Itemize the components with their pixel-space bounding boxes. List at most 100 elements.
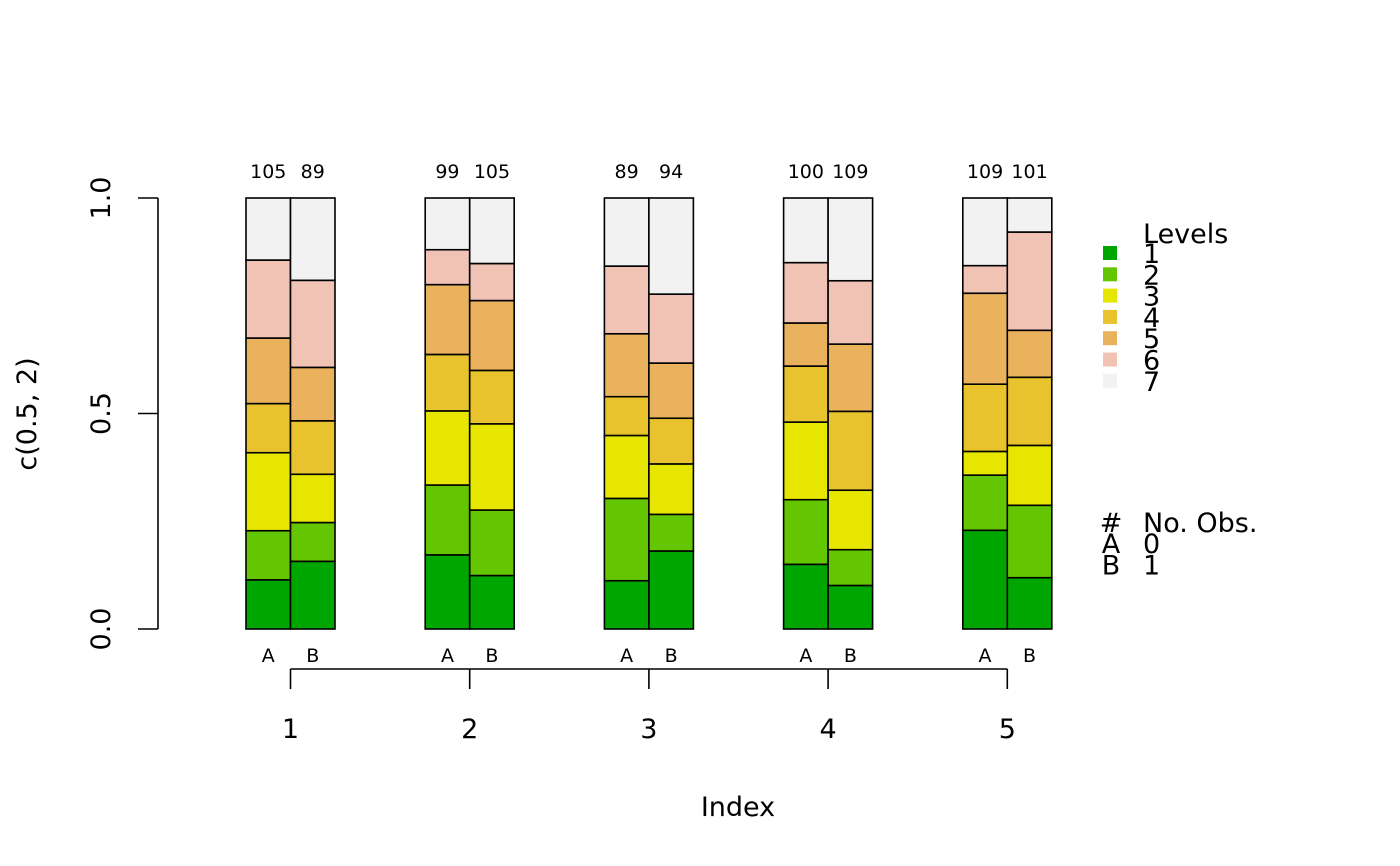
- bar-segment-1B-level-7: [289, 197, 336, 282]
- bar-segment-4B-level-2: [827, 548, 874, 587]
- bar-segment-5B-level-6: [1006, 231, 1053, 332]
- subgroup-label: B: [1023, 645, 1036, 667]
- legend-obs-symbol: #: [1100, 508, 1123, 539]
- bar-segment-1B-level-1: [289, 560, 336, 630]
- bar-segment-5B-level-3: [1006, 444, 1053, 507]
- legend-level-label: 4: [1143, 303, 1160, 334]
- bar-segment-2B-level-5: [468, 299, 516, 372]
- legend-level-label: 2: [1143, 260, 1160, 291]
- count-label: 99: [435, 161, 459, 183]
- bar-segment-5B-level-7: [1006, 197, 1053, 233]
- bar-segment-3B-level-4: [648, 417, 695, 465]
- bar-segment-2A-level-4: [424, 353, 471, 412]
- legend-swatch-level-3: [1103, 288, 1117, 303]
- count-label: 94: [659, 161, 683, 183]
- legend-level-label: 3: [1143, 282, 1160, 313]
- bar-segment-3A-level-5: [603, 332, 650, 398]
- bar-segment-1B-level-2: [289, 521, 336, 563]
- bar-segment-5A-level-6: [961, 264, 1009, 295]
- bar-segment-5A-level-1: [961, 529, 1009, 630]
- legend-obs-title: No. Obs.: [1143, 508, 1257, 539]
- count-label: 89: [301, 161, 325, 183]
- bar-segment-4B-level-1: [827, 584, 874, 630]
- x-tick-label: 5: [999, 714, 1016, 745]
- subgroup-label: A: [441, 645, 454, 667]
- y-tick-label: 0.0: [86, 608, 117, 651]
- legend-level-label: 6: [1143, 346, 1160, 377]
- bar-segment-3B-level-5: [648, 362, 695, 420]
- bar-segment-5A-level-7: [961, 197, 1009, 267]
- legend-obs-row-value: 0: [1143, 529, 1160, 560]
- bar-segment-1B-level-6: [289, 279, 336, 369]
- bar-segment-1A-level-4: [245, 402, 292, 454]
- x-tick-label: 4: [820, 714, 837, 745]
- bar-segment-2B-level-4: [468, 369, 516, 425]
- bar-segment-2B-level-3: [468, 423, 516, 511]
- legend-swatch-level-6: [1103, 352, 1117, 367]
- legend-swatch-level-7: [1103, 373, 1117, 388]
- bar-segment-4B-level-3: [827, 489, 874, 551]
- subgroup-label: B: [844, 645, 857, 667]
- x-tick-label: 1: [282, 714, 299, 745]
- legend-swatch-level-5: [1103, 331, 1117, 346]
- subgroup-label: A: [979, 645, 992, 667]
- bar-segment-3A-level-2: [603, 497, 650, 582]
- legend-swatch-level-2: [1103, 267, 1117, 282]
- legend-level-label: 1: [1143, 239, 1160, 270]
- subgroup-label: B: [665, 645, 678, 667]
- subgroup-label: A: [799, 645, 812, 667]
- legend-level-label: 5: [1143, 324, 1160, 355]
- bar-segment-3B-level-6: [648, 293, 695, 364]
- bar-segment-5A-level-3: [961, 450, 1009, 476]
- legend-level-label: 7: [1143, 367, 1160, 398]
- count-label: 105: [474, 161, 510, 183]
- bar-segment-1A-level-5: [245, 337, 292, 405]
- legend-swatch-level-1: [1103, 246, 1117, 260]
- bar-segment-4A-level-5: [782, 322, 829, 367]
- bar-segment-2A-level-7: [424, 197, 471, 251]
- count-label: 109: [967, 161, 1003, 183]
- bar-segment-2A-level-2: [424, 484, 471, 556]
- axis-layer: A B A B A B A B A B 0.0 0.5 1.0 c(0.5, 2) 1 2 3 4 5 Index: [12, 177, 1036, 823]
- bar-segment-5A-level-2: [961, 474, 1009, 532]
- x-axis-title: Index: [701, 792, 775, 823]
- legend-obs-row-value: 1: [1143, 551, 1160, 582]
- bar-segment-3A-level-7: [603, 197, 650, 267]
- x-tick-label: 3: [640, 714, 657, 745]
- bar-segment-1B-level-4: [289, 420, 336, 476]
- bar-segment-2A-level-3: [424, 410, 471, 486]
- bar-segment-1A-level-1: [245, 579, 292, 630]
- bar-segment-4A-level-1: [782, 563, 829, 630]
- bar-segment-2B-level-6: [468, 262, 516, 302]
- bar-segment-2A-level-6: [424, 248, 471, 286]
- bar-segment-1A-level-6: [245, 259, 292, 339]
- bar-segment-5A-level-4: [961, 383, 1009, 453]
- legend-swatch-level-4: [1103, 309, 1117, 324]
- bars-layer: 105 89 99 105 89 94 100 109 109 101: [245, 161, 1053, 630]
- bar-segment-3B-level-1: [648, 550, 695, 630]
- count-label: 89: [615, 161, 639, 183]
- bar-segment-1A-level-2: [245, 529, 292, 581]
- legend-obs-row-symbol: B: [1102, 551, 1121, 582]
- subgroup-label: B: [485, 645, 498, 667]
- bar-segment-2B-level-1: [468, 574, 516, 630]
- bar-segment-3A-level-1: [603, 579, 650, 630]
- bar-segment-1B-level-3: [289, 473, 336, 524]
- subgroup-label: B: [306, 645, 319, 667]
- bar-segment-3B-level-7: [648, 197, 695, 295]
- subgroup-label: A: [262, 645, 275, 667]
- bar-segment-3B-level-2: [648, 513, 695, 552]
- bar-segment-5A-level-5: [961, 292, 1009, 385]
- count-label: 101: [1011, 161, 1047, 183]
- bar-segment-3A-level-4: [603, 395, 650, 437]
- bar-segment-4B-level-7: [827, 197, 874, 282]
- count-label: 109: [832, 161, 868, 183]
- bar-segment-4B-level-6: [827, 279, 874, 345]
- x-tick-label: 2: [461, 714, 478, 745]
- legend-levels-title: Levels: [1143, 219, 1228, 250]
- bar-segment-2B-level-2: [468, 509, 516, 577]
- bar-segment-4B-level-4: [827, 410, 874, 492]
- bar-segment-4A-level-4: [782, 365, 829, 423]
